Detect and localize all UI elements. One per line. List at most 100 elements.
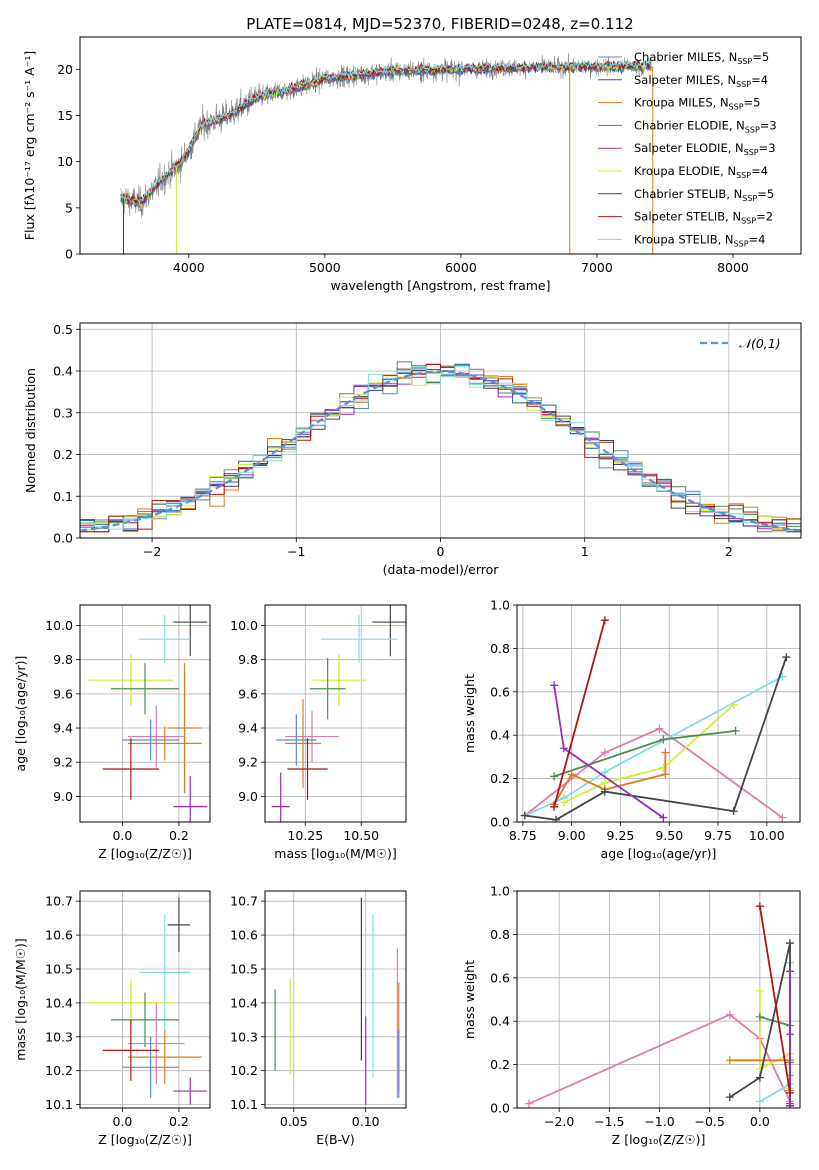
legend-entry: Kroupa ELODIE, NSSP=4 <box>634 164 768 180</box>
mass_vs_Z-panel: 0.0 0.2 10.1 10.2 10.3 10.4 10.5 10.6 10.7 Z [log… <box>13 890 211 1147</box>
weight-marker <box>600 787 609 796</box>
weight-marker <box>755 1073 764 1082</box>
error-bar-point <box>167 897 191 953</box>
spectrum-legend: Chabrier MILES, NSSP=5 Salpeter MILES, NS… <box>598 50 777 248</box>
axes-frame <box>79 604 211 823</box>
error-bar-point <box>111 663 179 715</box>
y-tick-label: 10.5 <box>45 961 73 976</box>
residual-histogram <box>80 366 801 533</box>
error-bar-point <box>128 705 185 768</box>
error-bar-point <box>173 605 208 657</box>
weight-marker <box>600 748 609 757</box>
error-bar-point <box>173 1077 208 1105</box>
model-spectrum-line <box>120 60 651 204</box>
x-tick-label: 9.75 <box>704 828 732 843</box>
y-tick-label: 15 <box>57 108 73 123</box>
error-bar-point <box>173 775 208 822</box>
axes-frame <box>264 890 407 1109</box>
y-tick-label: 9.6 <box>238 686 258 701</box>
x-tick-label: 4000 <box>173 260 205 275</box>
model-spectrum-line <box>120 63 652 209</box>
y-tick-label: 9.8 <box>238 652 258 667</box>
y-tick-label: 10.0 <box>230 618 258 633</box>
x-tick-label: 5000 <box>309 260 341 275</box>
y-axis-label: Flux [fλ10⁻¹⁷ erg cm⁻² s⁻¹ A⁻¹] <box>22 51 37 240</box>
weight-series-line <box>553 730 736 778</box>
residual-histogram <box>80 364 801 533</box>
x-tick-label: 9.25 <box>607 828 635 843</box>
error-bar-point <box>285 710 339 763</box>
age_vs_mass-plot-area <box>271 605 406 822</box>
model-spectrum-line <box>120 61 652 208</box>
error-bar-point <box>88 979 174 1027</box>
weight-marker <box>659 735 668 744</box>
axes-frame <box>79 36 802 255</box>
x-axis-label: Z [log₁₀(Z/Z☉)] <box>98 846 192 861</box>
y-tick-label: 0.0 <box>490 1101 510 1116</box>
weight-marker <box>755 902 764 911</box>
weight-marker <box>520 811 529 820</box>
weight-marker <box>661 748 670 757</box>
axes-frame <box>79 322 802 539</box>
error-bar-point <box>320 615 398 664</box>
y-tick-label: 0.0 <box>53 531 73 546</box>
y-tick-label: 10.3 <box>230 1029 258 1044</box>
y-tick-label: 0.4 <box>490 1014 510 1029</box>
x-tick-label: 8.75 <box>509 828 537 843</box>
weight-marker <box>659 813 668 822</box>
y-tick-label: 20 <box>57 62 73 77</box>
y-axis-label: mass [log₁₀(M/M☉)] <box>13 938 28 1060</box>
weight-marker <box>725 1010 734 1019</box>
weight-marker <box>755 986 764 995</box>
y-tick-label: 0.2 <box>490 1057 510 1072</box>
weight-marker <box>550 681 559 690</box>
x-tick-label: 0.05 <box>280 1114 308 1129</box>
x-axis-label: wavelength [Angstrom, rest frame] <box>330 278 550 293</box>
x-tick-label: 0.2 <box>169 1114 189 1129</box>
weight-marker <box>785 939 794 948</box>
error-bar-point <box>312 654 366 706</box>
y-tick-label: 9.2 <box>238 755 258 770</box>
x-axis-label: E(B-V) <box>316 1132 355 1147</box>
weight-series-line <box>524 727 783 819</box>
y-tick-label: 10 <box>57 154 73 169</box>
weight-marker <box>600 768 609 777</box>
y-tick-label: 0.4 <box>490 728 510 743</box>
y-tick-label: 5 <box>65 200 73 215</box>
legend-entry: Kroupa MILES, NSSP=5 <box>634 96 760 112</box>
y-tick-label: 0 <box>65 247 73 262</box>
weight-marker <box>552 815 561 822</box>
weight-marker <box>755 1012 764 1021</box>
weight-marker <box>785 1088 794 1097</box>
x-tick-label: 1 <box>581 544 589 559</box>
x-axis-label: mass [log₁₀(M/M☉)] <box>274 846 396 861</box>
y-tick-label: 10.5 <box>230 961 258 976</box>
weight-marker <box>550 802 559 811</box>
x-tick-label: 9.00 <box>558 828 586 843</box>
axes-frame <box>79 890 211 1109</box>
y-tick-label: 1.0 <box>490 598 510 613</box>
legend-entry: Chabrier ELODIE, NSSP=3 <box>634 118 777 134</box>
weight-series-line <box>528 1013 791 1105</box>
error-bar-point <box>271 772 290 822</box>
x-tick-label: 10.25 <box>287 828 323 843</box>
legend-entry: 𝒩(0,1) <box>739 336 781 351</box>
error-bar-point <box>102 738 160 800</box>
y-tick-label: 9.4 <box>53 721 73 736</box>
weight-marker <box>559 744 568 753</box>
weight-marker <box>661 770 670 779</box>
y-tick-label: 0.2 <box>490 771 510 786</box>
x-axis-label: Z [log₁₀(Z/Z☉)] <box>612 1132 706 1147</box>
y-tick-label: 10.2 <box>45 1063 73 1078</box>
legend-entry: Kroupa STELIB, NSSP=4 <box>634 232 765 248</box>
error-bar-point <box>139 615 191 664</box>
error-bar-point <box>276 714 317 766</box>
x-axis-label: Z [log₁₀(Z/Z☉)] <box>98 1132 192 1147</box>
weight-marker <box>778 813 787 822</box>
y-tick-label: 0.6 <box>490 970 510 985</box>
y-tick-label: 10.1 <box>230 1097 258 1112</box>
weight-series-line <box>759 962 791 1103</box>
y-tick-label: 10.4 <box>45 995 73 1010</box>
y-tick-label: 0.0 <box>490 815 510 830</box>
